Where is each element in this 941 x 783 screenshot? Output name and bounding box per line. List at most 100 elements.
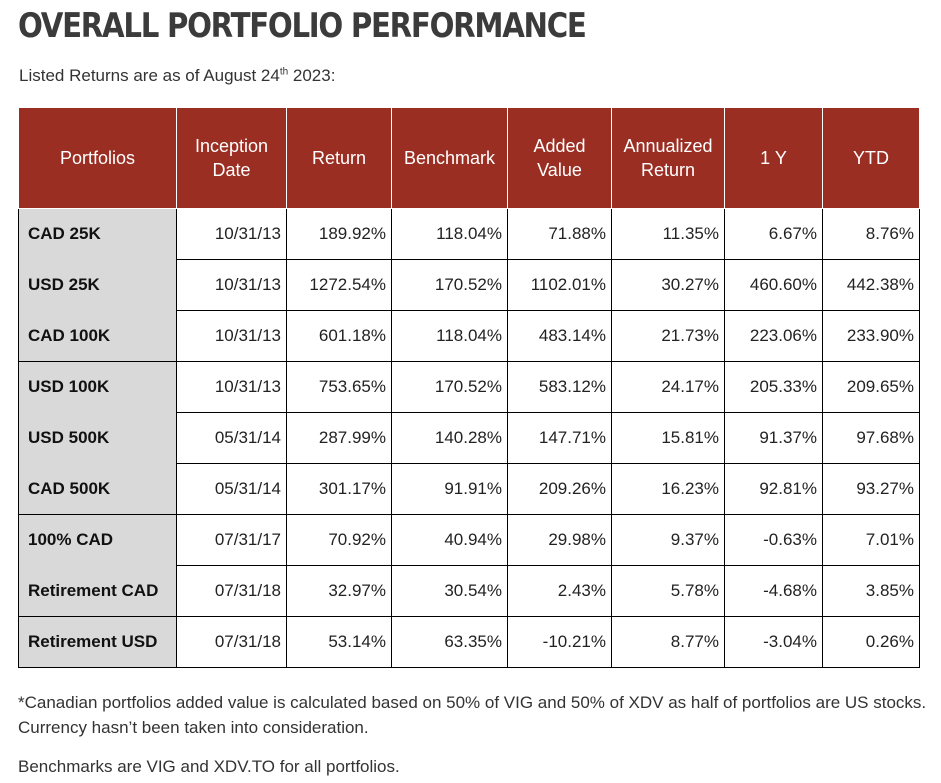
table-cell: 05/31/14	[176, 412, 287, 464]
table-cell: 205.33%	[724, 361, 823, 413]
table-cell: 10/31/13	[176, 310, 287, 362]
table-row: 100% CAD 07/31/17 70.92% 40.94% 29.98% 9.37% -…	[18, 514, 920, 566]
table-cell: 70.92%	[286, 514, 392, 566]
table-cell: 0.26%	[822, 616, 920, 668]
table-cell: 16.23%	[611, 463, 725, 515]
table-cell: 07/31/17	[176, 514, 287, 566]
header-added-value: Added Value	[507, 107, 612, 209]
table-cell: 140.28%	[391, 412, 508, 464]
table-row: USD 25K 10/31/13 1272.54% 170.52% 1102.01% 30…	[18, 259, 920, 311]
table-cell: 287.99%	[286, 412, 392, 464]
table-cell: 583.12%	[507, 361, 612, 413]
table-cell: 07/31/18	[176, 616, 287, 668]
table-cell: 10/31/13	[176, 361, 287, 413]
table-cell: -3.04%	[724, 616, 823, 668]
table-cell: 11.35%	[611, 208, 725, 260]
table-cell: 30.27%	[611, 259, 725, 311]
table-row: CAD 25K 10/31/13 189.92% 118.04% 71.88% 11.35…	[18, 208, 920, 260]
header-inception-date: Inception Date	[176, 107, 287, 209]
table-cell: 91.91%	[391, 463, 508, 515]
portfolio-name: USD 500K	[18, 412, 177, 464]
table-cell: 601.18%	[286, 310, 392, 362]
portfolio-name: CAD 100K	[18, 310, 177, 362]
date-suffix: th	[279, 66, 289, 78]
header-return: Return	[286, 107, 392, 209]
header-annualized-return: Annualized Return	[611, 107, 725, 209]
table-cell: 301.17%	[286, 463, 392, 515]
table-row: USD 500K 05/31/14 287.99% 140.28% 147.71% 15.…	[18, 412, 920, 464]
table-cell: 460.60%	[724, 259, 823, 311]
table-cell: 93.27%	[822, 463, 920, 515]
returns-date-text: Listed Returns are as of August 24	[19, 66, 280, 85]
table-cell: 209.26%	[507, 463, 612, 515]
performance-table: Portfolios Inception Date Return Benchma…	[18, 107, 920, 668]
table-cell: 189.92%	[286, 208, 392, 260]
table-header-row: Portfolios Inception Date Return Benchma…	[18, 107, 920, 209]
table-cell: 8.76%	[822, 208, 920, 260]
table-cell: 5.78%	[611, 565, 725, 617]
table-cell: 21.73%	[611, 310, 725, 362]
table-row: USD 100K 10/31/13 753.65% 170.52% 583.12% 24.…	[18, 361, 920, 413]
returns-date-note: Listed Returns are as of August 24th 202…	[19, 66, 335, 86]
table-row: Retirement CAD 07/31/18 32.97% 30.54% 2.43% 5…	[18, 565, 920, 617]
table-cell: 170.52%	[391, 361, 508, 413]
footnote: *Canadian portfolios added value is calc…	[18, 693, 927, 737]
header-1y: 1 Y	[724, 107, 823, 209]
table-cell: 118.04%	[391, 208, 508, 260]
table-cell: 3.85%	[822, 565, 920, 617]
returns-year-text: 2023:	[288, 66, 336, 85]
table-cell: 91.37%	[724, 412, 823, 464]
table-cell: -4.68%	[724, 565, 823, 617]
table-cell: 10/31/13	[176, 208, 287, 260]
table-cell: 483.14%	[507, 310, 612, 362]
portfolio-name: USD 100K	[18, 361, 177, 413]
table-body: CAD 25K 10/31/13 189.92% 118.04% 71.88% 11.35…	[18, 208, 920, 668]
table-cell: 2.43%	[507, 565, 612, 617]
table-cell: 170.52%	[391, 259, 508, 311]
page-title: OVERALL PORTFOLIO PERFORMANCE	[18, 6, 587, 46]
table-cell: 223.06%	[724, 310, 823, 362]
table-cell: 6.67%	[724, 208, 823, 260]
table-cell: 753.65%	[286, 361, 392, 413]
table-cell: 1102.01%	[507, 259, 612, 311]
table-cell: 63.35%	[391, 616, 508, 668]
table-cell: 40.94%	[391, 514, 508, 566]
table-cell: 05/31/14	[176, 463, 287, 515]
table-cell: 29.98%	[507, 514, 612, 566]
table-cell: 209.65%	[822, 361, 920, 413]
table-cell: 15.81%	[611, 412, 725, 464]
table-cell: 32.97%	[286, 565, 392, 617]
table-cell: 118.04%	[391, 310, 508, 362]
portfolio-name: CAD 500K	[18, 463, 177, 515]
table-cell: -0.63%	[724, 514, 823, 566]
portfolio-name: Retirement CAD	[18, 565, 177, 617]
table-cell: 71.88%	[507, 208, 612, 260]
portfolio-name: Retirement USD	[18, 616, 177, 668]
table-cell: 30.54%	[391, 565, 508, 617]
table-row: Retirement USD 07/31/18 53.14% 63.35% -10.21…	[18, 616, 920, 668]
table-cell: 233.90%	[822, 310, 920, 362]
table-cell: 97.68%	[822, 412, 920, 464]
table-cell: 147.71%	[507, 412, 612, 464]
table-cell: 8.77%	[611, 616, 725, 668]
table-cell: 53.14%	[286, 616, 392, 668]
table-cell: 442.38%	[822, 259, 920, 311]
table-row: CAD 100K 10/31/13 601.18% 118.04% 483.14% 21.…	[18, 310, 920, 362]
table-cell: 92.81%	[724, 463, 823, 515]
header-benchmark: Benchmark	[391, 107, 508, 209]
table-cell: 9.37%	[611, 514, 725, 566]
table-cell: 7.01%	[822, 514, 920, 566]
portfolio-name: CAD 25K	[18, 208, 177, 260]
table-row: CAD 500K 05/31/14 301.17% 91.91% 209.26% 16.2…	[18, 463, 920, 515]
benchmark-note: Benchmarks are VIG and XDV.TO for all po…	[18, 757, 400, 776]
portfolio-name: USD 25K	[18, 259, 177, 311]
header-portfolios: Portfolios	[18, 107, 177, 209]
table-cell: 24.17%	[611, 361, 725, 413]
table-cell: 07/31/18	[176, 565, 287, 617]
portfolio-name: 100% CAD	[18, 514, 177, 566]
table-cell: -10.21%	[507, 616, 612, 668]
header-ytd: YTD	[822, 107, 920, 209]
table-cell: 1272.54%	[286, 259, 392, 311]
table-cell: 10/31/13	[176, 259, 287, 311]
